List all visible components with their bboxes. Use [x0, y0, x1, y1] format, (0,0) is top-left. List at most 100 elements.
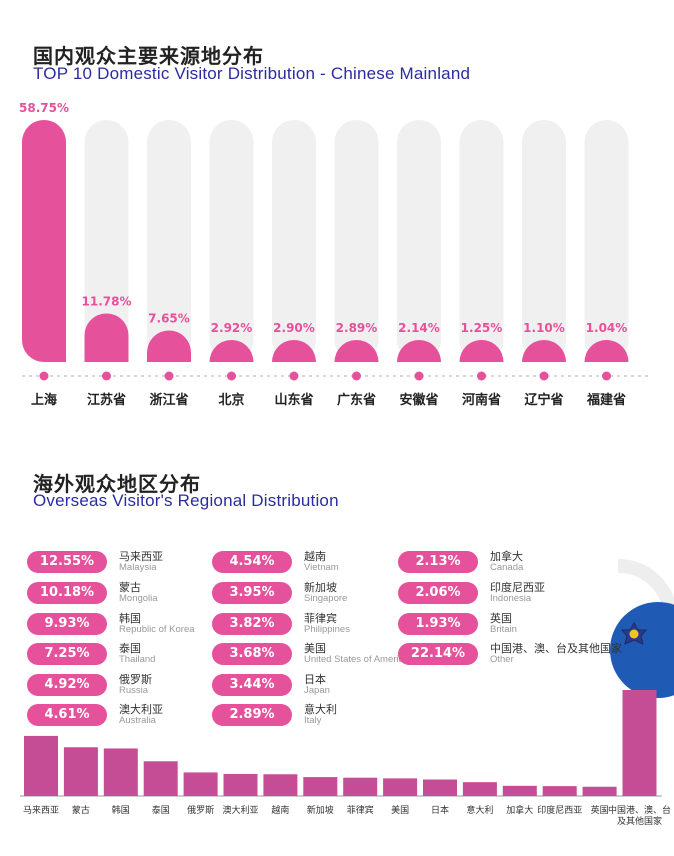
overseas-bar	[502, 785, 537, 796]
domestic-title-cn: 国内观众主要来源地分布	[33, 44, 264, 68]
overseas-bar	[63, 747, 98, 796]
domestic-bar	[522, 340, 566, 362]
overseas-bar	[24, 735, 58, 796]
axis-dot	[289, 371, 299, 381]
legend-name-en: Philippines	[304, 624, 350, 635]
domestic-value-label: 1.04%	[586, 321, 628, 335]
domestic-value-label: 7.65%	[148, 311, 190, 325]
legend-name-cn: 蒙古	[119, 581, 141, 594]
legend-percent-pill: 7.25%	[27, 643, 107, 665]
domestic-category-label: 福建省	[586, 392, 626, 408]
domestic-value-label: 2.92%	[211, 321, 253, 335]
axis-dot	[39, 371, 49, 381]
overseas-category-label: 韩国	[112, 804, 130, 816]
overseas-bar-chart: 马来西亚 蒙古 韩国 泰国 俄罗斯 澳大利亚 越南 新加坡 菲律宾 美国 日本 意大利 加拿大 印度尼西亚…	[20, 690, 671, 827]
domestic-bar	[272, 340, 316, 362]
axis-dot	[227, 371, 236, 381]
overseas-legend: 12.55% 马来西亚 Malaysia 10.18% 蒙古 Mongolia 9.93% 韩…	[0, 540, 674, 730]
legend-name-en: Indonesia	[490, 593, 532, 604]
domestic-value-label: 1.10%	[523, 321, 565, 335]
legend-name-en: Mongolia	[119, 593, 158, 604]
legend-name-cn: 印度尼西亚	[490, 581, 545, 594]
legend-item: 2.89% 意大利 Italy	[212, 703, 392, 728]
domestic-category-label: 广东省	[337, 392, 376, 408]
legend-percent-pill: 1.93%	[398, 613, 478, 635]
domestic-category-label: 北京	[218, 392, 244, 408]
overseas-bar	[423, 779, 457, 796]
overseas-bar	[383, 778, 418, 796]
overseas-bar	[183, 772, 218, 796]
legend-name-cn: 泰国	[119, 642, 141, 655]
legend-percent-pill: 2.89%	[212, 704, 292, 726]
bar-track	[209, 120, 254, 362]
overseas-category-label: 泰国	[152, 804, 170, 816]
legend-item: 10.18% 蒙古 Mongolia	[27, 581, 207, 606]
domestic-value-label: 2.90%	[273, 321, 315, 335]
domestic-value-label: 2.89%	[336, 321, 378, 335]
legend-name-en: Other	[490, 654, 514, 665]
overseas-bar	[542, 786, 577, 796]
overseas-bar	[223, 773, 258, 796]
domestic-bar	[584, 340, 629, 362]
domestic-bar	[459, 340, 504, 362]
bar-track	[272, 120, 316, 362]
overseas-category-label: 马来西亚	[23, 805, 59, 816]
overseas-category-label: 印度尼西亚	[537, 804, 582, 816]
overseas-category-label: 及其他国家	[617, 815, 662, 827]
axis-dot	[352, 371, 361, 381]
domestic-category-label: 山东省	[274, 392, 313, 408]
legend-item: 3.95% 新加坡 Singapore	[212, 581, 392, 606]
overseas-category-label: 意大利	[466, 804, 493, 816]
axis-dot	[102, 371, 111, 381]
domestic-title-en: TOP 10 Domestic Visitor Distribution - C…	[33, 64, 471, 83]
legend-name-cn: 美国	[304, 642, 326, 655]
domestic-category-label: 安徽省	[399, 392, 438, 408]
legend-name-en: United States of America	[304, 654, 409, 665]
bar-track	[84, 120, 129, 362]
legend-percent-pill: 22.14%	[398, 643, 478, 665]
overseas-bar	[343, 777, 378, 796]
legend-item: 3.82% 菲律宾 Philippines	[212, 612, 392, 637]
legend-name-cn: 日本	[304, 673, 326, 686]
legend-item: 2.13% 加拿大 Canada	[398, 550, 578, 575]
legend-name-cn: 韩国	[119, 612, 141, 625]
legend-name-cn: 越南	[304, 550, 326, 563]
overseas-bar	[263, 774, 298, 796]
legend-percent-pill: 4.92%	[27, 674, 107, 696]
domestic-value-label: 11.78%	[82, 294, 132, 308]
legend-name-cn: 加拿大	[490, 550, 523, 563]
legend-name-cn: 意大利	[304, 703, 337, 716]
bar-track	[522, 120, 566, 362]
legend-percent-pill: 4.61%	[27, 704, 107, 726]
legend-item: 12.55% 马来西亚 Malaysia	[27, 550, 207, 575]
overseas-bar	[103, 748, 138, 796]
domestic-category-label: 浙江省	[149, 392, 188, 408]
legend-name-en: Russia	[119, 685, 149, 696]
legend-percent-pill: 2.13%	[398, 551, 478, 573]
overseas-title-cn: 海外观众地区分布	[33, 472, 201, 496]
domestic-category-label: 辽宁省	[524, 392, 563, 408]
axis-dot	[414, 371, 424, 381]
overseas-category-label: 英国	[591, 804, 609, 816]
overseas-category-label: 日本	[431, 804, 449, 816]
legend-name-en: Japan	[304, 685, 330, 696]
legend-item: 1.93% 英国 Britain	[398, 612, 578, 637]
overseas-bar	[462, 782, 497, 796]
bar-track	[584, 120, 629, 362]
domestic-bar	[147, 330, 191, 362]
legend-name-en: Singapore	[304, 593, 348, 604]
legend-item: 7.25% 泰国 Thailand	[27, 642, 207, 667]
domestic-bar-chart: 58.75% 上海 11.78% 江苏省 7.65% 浙江省 2.92% 北京 2.90% 山东省…	[19, 101, 652, 408]
domestic-bar	[209, 340, 254, 362]
legend-percent-pill: 12.55%	[27, 551, 107, 573]
overseas-bar	[622, 690, 657, 796]
legend-name-cn: 中国港、澳、台及其他国家	[490, 642, 622, 655]
domestic-bar	[334, 340, 379, 362]
bar-track	[397, 120, 441, 362]
axis-dot	[164, 371, 174, 381]
legend-name-cn: 新加坡	[304, 581, 337, 594]
domestic-value-label: 58.75%	[19, 101, 69, 115]
legend-item: 3.68% 美国 United States of America	[212, 642, 409, 667]
overseas-category-label: 俄罗斯	[187, 804, 214, 816]
axis-dot	[539, 371, 549, 381]
